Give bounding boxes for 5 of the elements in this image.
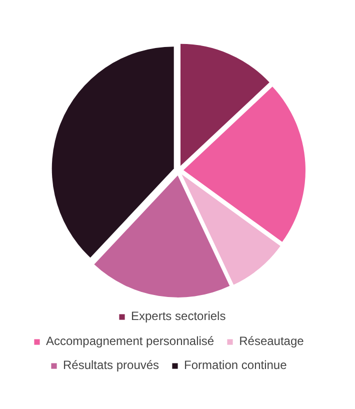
legend-label: Réseautage	[239, 334, 304, 348]
legend-label: Résultats prouvés	[63, 358, 160, 372]
legend-label: Accompagnement personnalisé	[46, 334, 214, 348]
legend-label: Formation continue	[184, 358, 287, 372]
legend-label: Experts sectoriels	[131, 309, 226, 323]
